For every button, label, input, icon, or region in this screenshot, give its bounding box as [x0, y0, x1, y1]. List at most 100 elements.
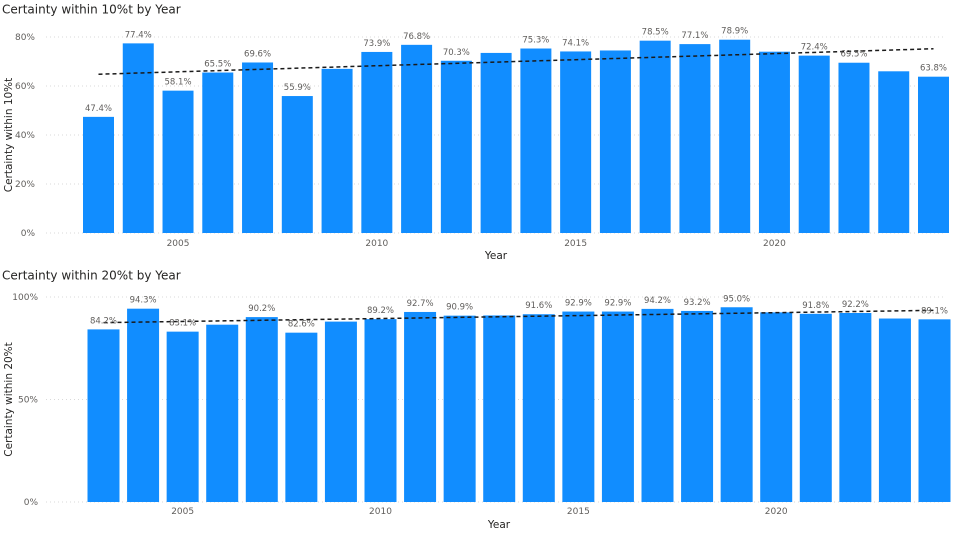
bar-2022[interactable]	[839, 312, 872, 502]
bar-2019[interactable]	[719, 39, 751, 233]
bar-2012[interactable]	[443, 315, 476, 502]
data-label: 90.2%	[248, 304, 275, 314]
bar-2007[interactable]	[242, 62, 274, 234]
y-tick-label: 80%	[15, 33, 35, 43]
data-label: 77.1%	[681, 31, 708, 41]
bar-2024[interactable]	[918, 76, 949, 233]
data-label: 83.1%	[169, 319, 196, 329]
data-label: 69.6%	[244, 49, 271, 59]
bar-2024[interactable]	[918, 319, 951, 502]
bar-2010[interactable]	[361, 51, 393, 233]
x-tick-label: 2005	[171, 507, 194, 517]
bar-2014[interactable]	[522, 314, 555, 502]
bar-2023[interactable]	[878, 318, 911, 502]
data-label: 91.6%	[525, 301, 552, 311]
y-tick-label: 0%	[21, 229, 36, 239]
y-tick-label: 60%	[15, 82, 35, 92]
bar-2007[interactable]	[245, 317, 278, 502]
y-tick-label: 20%	[15, 180, 35, 190]
bar-2009[interactable]	[321, 68, 353, 233]
chart-title: Certainty within 10%t by Year	[2, 3, 181, 17]
chart-2: Certainty within 20%t by Year 0% 50% 100% 84…	[2, 269, 951, 531]
x-tick-label: 2010	[369, 507, 392, 517]
data-label: 92.9%	[565, 299, 592, 309]
x-tick-label: 2015	[564, 239, 587, 249]
data-label: 74.1%	[562, 38, 589, 48]
x-tick-label: 2005	[167, 239, 190, 249]
y-tick-label: 50%	[18, 396, 38, 406]
bar-2005[interactable]	[166, 331, 199, 502]
bar-2017[interactable]	[639, 40, 671, 233]
bar-2006[interactable]	[206, 324, 239, 502]
data-label: 92.9%	[604, 299, 631, 309]
data-label: 92.2%	[842, 300, 869, 310]
bar-2016[interactable]	[601, 311, 634, 502]
data-label: 58.1%	[165, 78, 192, 88]
bar-2019[interactable]	[720, 307, 753, 502]
data-label: 47.4%	[85, 104, 112, 114]
data-label: 75.3%	[522, 36, 549, 46]
bar-2008[interactable]	[281, 96, 313, 233]
data-label: 78.5%	[642, 28, 669, 38]
bar-2016[interactable]	[599, 50, 631, 233]
bar-2013[interactable]	[480, 52, 512, 233]
bar-2021[interactable]	[799, 313, 832, 502]
data-label: 72.4%	[801, 43, 828, 53]
bar-2020[interactable]	[760, 312, 793, 502]
data-label: 94.2%	[644, 296, 671, 306]
bar-2005[interactable]	[162, 90, 194, 233]
bar-2022[interactable]	[838, 62, 870, 233]
bar-2015[interactable]	[562, 311, 595, 502]
x-tick-label: 2010	[365, 239, 388, 249]
bar-2021[interactable]	[798, 55, 830, 234]
data-label: 78.9%	[721, 27, 748, 37]
data-label: 76.8%	[403, 32, 430, 42]
bar-2018[interactable]	[681, 310, 714, 502]
data-label: 90.9%	[446, 303, 473, 313]
data-label: 55.9%	[284, 83, 311, 93]
data-label: 91.8%	[802, 301, 829, 311]
data-label: 82.6%	[288, 320, 315, 330]
data-label: 92.7%	[407, 299, 434, 309]
data-label: 77.4%	[125, 30, 152, 40]
y-tick-label: 40%	[15, 131, 35, 141]
data-label: 65.5%	[204, 60, 231, 70]
bar-2015[interactable]	[560, 51, 592, 233]
bar-2014[interactable]	[520, 48, 552, 233]
trend-line	[103, 309, 935, 324]
bar-2010[interactable]	[364, 319, 397, 502]
bar-2018[interactable]	[679, 44, 711, 234]
data-label: 63.8%	[920, 64, 947, 74]
bar-2006[interactable]	[202, 72, 234, 234]
bar-2017[interactable]	[641, 308, 674, 502]
bar-2012[interactable]	[440, 60, 472, 233]
data-label: 70.3%	[443, 48, 470, 58]
data-label: 93.2%	[684, 298, 711, 308]
bar-2004[interactable]	[127, 308, 160, 502]
y-tick-label: 100%	[12, 293, 38, 303]
bar-2020[interactable]	[758, 51, 790, 234]
data-label: 89.1%	[921, 306, 948, 316]
data-label: 94.3%	[130, 296, 157, 306]
bar-2011[interactable]	[401, 44, 433, 234]
bar-2013[interactable]	[483, 315, 516, 502]
bar-2004[interactable]	[122, 43, 154, 234]
bar-2009[interactable]	[324, 321, 357, 502]
bar-2023[interactable]	[878, 71, 910, 233]
bar-2003[interactable]	[83, 116, 114, 233]
data-label: 95.0%	[723, 294, 750, 304]
bar-2003[interactable]	[87, 329, 120, 502]
bar-2008[interactable]	[285, 332, 318, 502]
y-axis-title: Certainty within 20%t	[3, 342, 15, 457]
y-axis-title: Certainty within 10%t	[3, 78, 15, 193]
chart-1: Certainty within 10%t by Year 0% 20% 40% 60%…	[2, 3, 949, 262]
x-tick-label: 2015	[567, 507, 590, 517]
chart-title: Certainty within 20%t by Year	[2, 269, 181, 283]
y-tick-label: 0%	[24, 498, 39, 508]
data-label: 73.9%	[363, 39, 390, 49]
data-label: 84.2%	[90, 316, 117, 326]
bar-2011[interactable]	[404, 311, 437, 502]
x-tick-label: 2020	[765, 507, 788, 517]
